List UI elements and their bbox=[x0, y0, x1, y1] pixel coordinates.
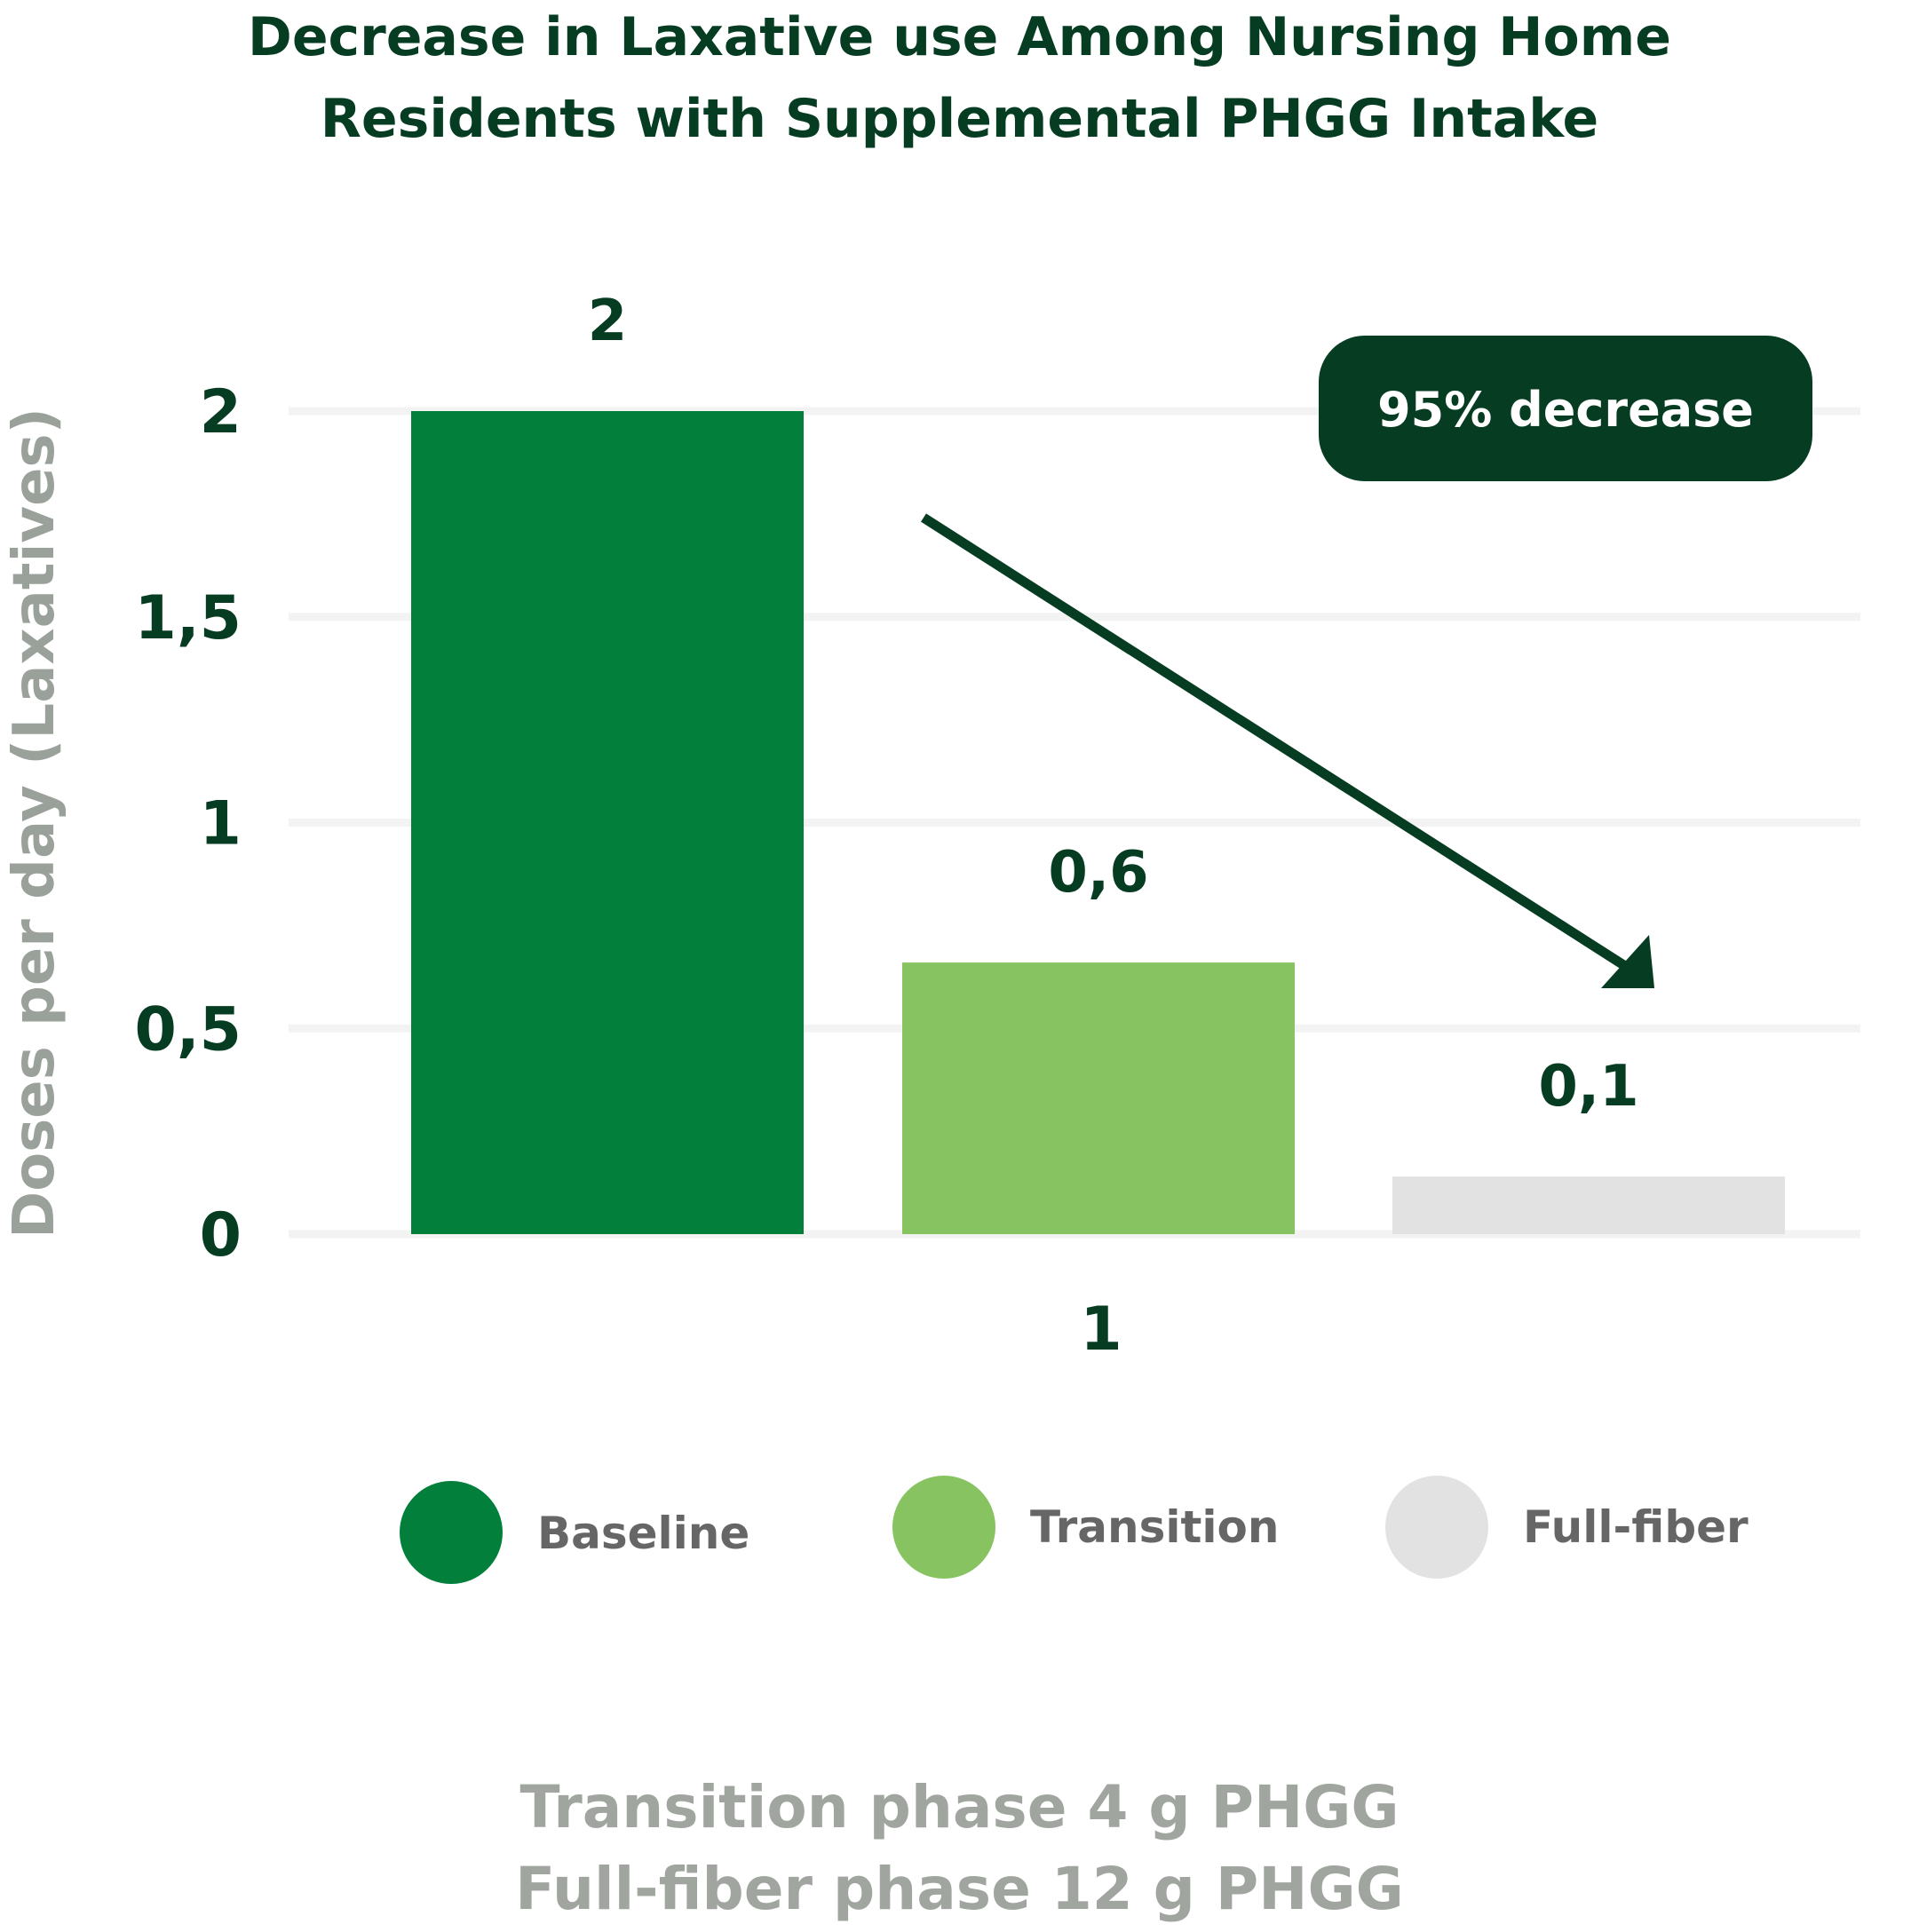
legend-label: Full-fiber bbox=[1523, 1501, 1749, 1553]
data-label: 2 bbox=[588, 289, 628, 354]
y-axis-label: Doses per day (Laxatives) bbox=[2, 408, 67, 1239]
legend-swatch bbox=[1385, 1476, 1488, 1579]
decrease-arrow-line bbox=[921, 513, 1628, 970]
legend-label: Baseline bbox=[537, 1508, 750, 1559]
y-tick-label: 1 bbox=[200, 789, 242, 859]
bar-transition bbox=[902, 962, 1295, 1234]
y-tick-label: 0 bbox=[200, 1200, 242, 1271]
decrease-badge bbox=[1319, 336, 1812, 481]
decrease-badge-text: 95% decrease bbox=[1377, 382, 1754, 438]
footnote-line-2: Full-fiber phase 12 g PHGG bbox=[515, 1855, 1404, 1923]
legend-swatch bbox=[400, 1481, 503, 1584]
x-tick-label: 1 bbox=[1080, 1295, 1122, 1365]
chart-title-line-1: Decrease in Laxative use Among Nursing H… bbox=[248, 6, 1671, 68]
bar-chart: 0 0,5 1 1,5 2 2 0,6 0,1 95% decrease Doses per… bbox=[2, 289, 1860, 1365]
chart-title-line-2: Residents with Supplemental PHGG Intake bbox=[320, 88, 1599, 150]
y-tick-label: 1,5 bbox=[135, 583, 242, 653]
legend-swatch bbox=[892, 1476, 995, 1579]
data-label: 0,6 bbox=[1048, 840, 1148, 906]
chart-title: Decrease in Laxative use Among Nursing H… bbox=[0, 0, 1919, 160]
bar-full-fiber bbox=[1392, 1176, 1785, 1234]
footnote: Transition phase 4 g PHGG Full-fiber pha… bbox=[0, 1767, 1919, 1930]
footnote-line-1: Transition phase 4 g PHGG bbox=[519, 1773, 1400, 1841]
y-tick-label: 0,5 bbox=[135, 994, 242, 1065]
legend-label: Transition bbox=[1030, 1501, 1280, 1553]
decrease-arrow-head bbox=[1601, 935, 1654, 988]
data-label: 0,1 bbox=[1538, 1054, 1638, 1120]
y-tick-label: 2 bbox=[200, 377, 242, 447]
bar-baseline bbox=[411, 411, 804, 1234]
